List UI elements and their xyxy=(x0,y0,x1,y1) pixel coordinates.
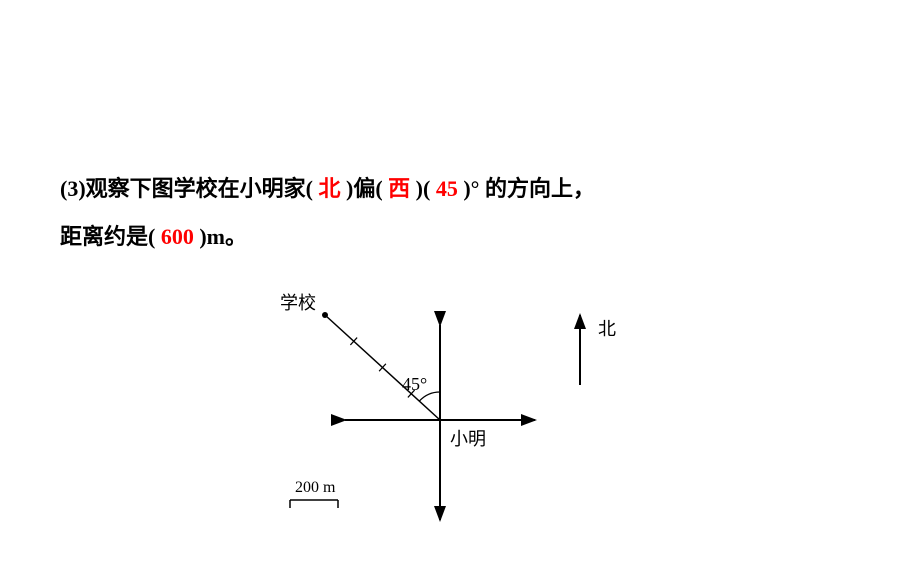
q-line2-prefix: 距离约是( xyxy=(60,224,155,249)
q-mid3: )° 的方向上， xyxy=(463,176,595,201)
answer-4: 600 xyxy=(161,224,194,249)
north-label: 北 xyxy=(598,319,616,339)
school-dot xyxy=(322,312,328,318)
q-prefix: 观察下图学校在小明家( xyxy=(86,176,313,201)
answer-3: 45 xyxy=(436,176,458,201)
question-line-2: 距离约是( 600 )m。 xyxy=(60,213,595,261)
q-line2-suffix: )m。 xyxy=(199,224,247,249)
school-label: 学校 xyxy=(280,293,316,313)
q-mid2: )( xyxy=(416,176,431,201)
q-mid1: )偏( xyxy=(346,176,383,201)
origin-label: 小明 xyxy=(450,429,486,449)
question-number: (3) xyxy=(60,176,86,201)
answer-2: 西 xyxy=(388,176,410,201)
angle-label: 45° xyxy=(402,374,427,394)
scale-label: 200 m xyxy=(295,479,336,496)
diagram: 学校 45° 小明 北 200 m xyxy=(250,290,670,550)
question-block: (3)观察下图学校在小明家( 北 )偏( 西 )( 45 )° 的方向上， 距离… xyxy=(60,165,595,262)
answer-1: 北 xyxy=(318,176,340,201)
diagram-svg: 学校 45° 小明 北 200 m xyxy=(250,290,670,550)
question-line-1: (3)观察下图学校在小明家( 北 )偏( 西 )( 45 )° 的方向上， xyxy=(60,165,595,213)
